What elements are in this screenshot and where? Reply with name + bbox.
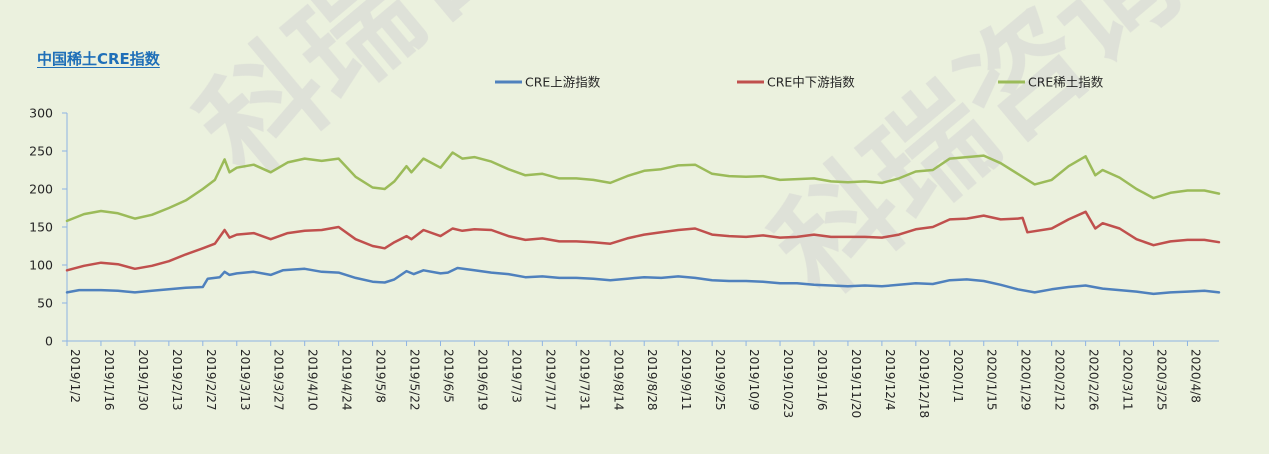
y-tick-label: 300: [29, 106, 53, 121]
y-tick-label: 100: [29, 258, 53, 273]
x-tick-label: 2019/2/13: [170, 349, 184, 411]
x-tick-label: 2019/11/20: [849, 349, 863, 418]
x-tick-label: 2020/1/29: [1019, 349, 1033, 411]
x-tick-label: 2019/4/10: [306, 349, 320, 411]
series-group: [65, 151, 1221, 296]
x-tick-label: 2019/10/23: [781, 349, 795, 418]
y-tick-label: 50: [37, 296, 53, 311]
x-tick-label: 2019/11/6: [815, 349, 829, 411]
x-tick-label: 2019/4/24: [340, 349, 354, 411]
x-tick-label: 2020/1/1: [951, 349, 965, 403]
y-axis: 0 50 100 150 200 250 300: [29, 106, 68, 349]
x-tick-label: 2019/9/25: [713, 349, 727, 411]
y-tick-label: 0: [45, 334, 53, 349]
chart-legend: CRE上游指数 CRE中下游指数 CRE稀土指数: [495, 75, 1104, 90]
series-line-2: [65, 210, 1221, 272]
chart-title: 中国稀土CRE指数: [37, 50, 160, 68]
y-tick-label: 250: [29, 144, 53, 159]
legend-label-1: CRE上游指数: [525, 75, 601, 90]
x-tick-label: 2019/5/22: [408, 349, 422, 411]
x-tick-label: 2019/7/3: [509, 349, 523, 403]
x-tick-label: 2020/2/12: [1053, 349, 1067, 411]
x-tick-label: 2019/8/28: [645, 349, 659, 411]
x-tick-label: 2019/12/4: [883, 349, 897, 411]
x-tick-label: 2019/6/19: [475, 349, 489, 411]
x-tick-label: 2020/1/15: [985, 349, 999, 411]
x-tick-label: 2019/3/13: [238, 349, 252, 411]
x-tick-label: 2020/3/11: [1121, 349, 1135, 411]
series-line-3: [65, 151, 1221, 223]
legend-label-2: CRE中下游指数: [767, 75, 855, 90]
x-tick-label: 2020/3/25: [1155, 349, 1169, 411]
x-tick-label: 2019/1/16: [102, 349, 116, 411]
x-tick-label: 2020/4/8: [1188, 349, 1202, 403]
x-tick-label: 2019/1/30: [136, 349, 150, 411]
y-tick-label: 200: [29, 182, 53, 197]
x-tick-label: 2019/8/14: [611, 349, 625, 411]
x-tick-label: 2019/2/27: [204, 349, 218, 411]
x-tick-label: 2019/6/5: [441, 349, 455, 403]
x-tick-label: 2019/1/2: [68, 349, 82, 403]
x-axis: 2019/1/2 2019/1/16 2019/1/30 2019/2/13 2019/…: [66, 340, 1219, 418]
x-tick-label: 2019/9/11: [679, 349, 693, 411]
x-tick-label: 2019/5/8: [374, 349, 388, 403]
series-line-1: [65, 266, 1221, 296]
x-tick-label: 2019/12/18: [917, 349, 931, 418]
x-tick-label: 2019/10/9: [747, 349, 761, 411]
x-tick-label: 2020/2/26: [1087, 349, 1101, 411]
x-tick-label: 2019/7/17: [543, 349, 557, 411]
x-tick-label: 2019/3/27: [272, 349, 286, 411]
x-tick-label: 2019/7/31: [577, 349, 591, 411]
legend-label-3: CRE稀土指数: [1028, 75, 1104, 90]
y-tick-label: 150: [29, 220, 53, 235]
